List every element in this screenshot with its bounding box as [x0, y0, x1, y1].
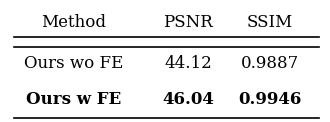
Text: 44.12: 44.12 [164, 55, 212, 72]
Text: PSNR: PSNR [163, 14, 213, 31]
Text: SSIM: SSIM [247, 14, 293, 31]
Text: 0.9887: 0.9887 [241, 55, 299, 72]
Text: 0.9946: 0.9946 [238, 91, 301, 108]
Text: Method: Method [41, 14, 106, 31]
Text: Ours wo FE: Ours wo FE [24, 55, 123, 72]
Text: Ours w FE: Ours w FE [26, 91, 121, 108]
Text: 46.04: 46.04 [162, 91, 214, 108]
